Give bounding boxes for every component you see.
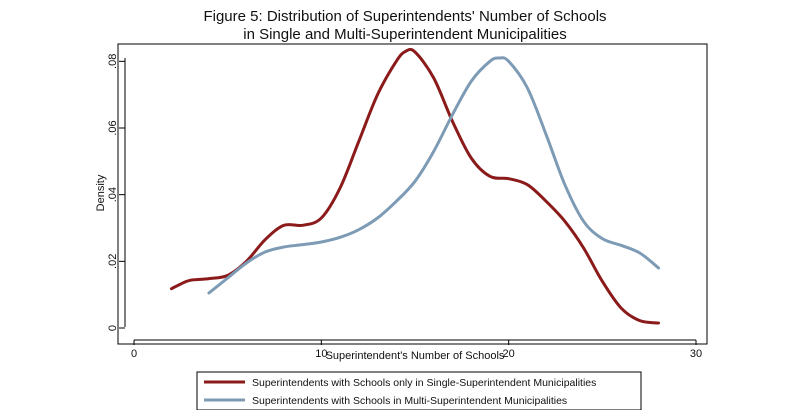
chart-title-line-2: in Single and Multi-Superintendent Munic… bbox=[243, 26, 567, 43]
x-tick-label-1: 10 bbox=[315, 348, 327, 360]
y-tick-label-1: .02 bbox=[107, 254, 119, 269]
y-ticks-layer: 0 .02 .04 .06 .08 bbox=[107, 54, 125, 331]
plot-frame bbox=[117, 43, 708, 345]
y-tick-label-2: .04 bbox=[107, 187, 119, 202]
legend-box bbox=[196, 371, 642, 410]
y-axis-label: Density bbox=[95, 174, 107, 211]
x-axis-label: Superintendent's Number of Schools bbox=[326, 350, 505, 362]
y-tick-label-0: 0 bbox=[107, 325, 119, 331]
series-line-single-superintendent bbox=[169, 47, 661, 325]
legend-label-multi: Superintendents with Schools in Multi-Su… bbox=[252, 395, 567, 407]
x-tick-label-0: 0 bbox=[131, 348, 137, 360]
series-line-multi-superintendent bbox=[207, 56, 661, 295]
x-ticks-layer: 0 10 20 30 bbox=[131, 340, 702, 360]
chart-title-line-1: Figure 5: Distribution of Superintendent… bbox=[203, 8, 606, 25]
y-tick-label-3: .06 bbox=[107, 120, 119, 135]
y-tick-label-4: .08 bbox=[107, 54, 119, 69]
series-layer bbox=[169, 47, 661, 325]
x-tick-label-3: 30 bbox=[690, 348, 702, 360]
legend-label-single: Superintendents with Schools only in Sin… bbox=[252, 377, 596, 389]
x-tick-label-2: 20 bbox=[503, 348, 515, 360]
